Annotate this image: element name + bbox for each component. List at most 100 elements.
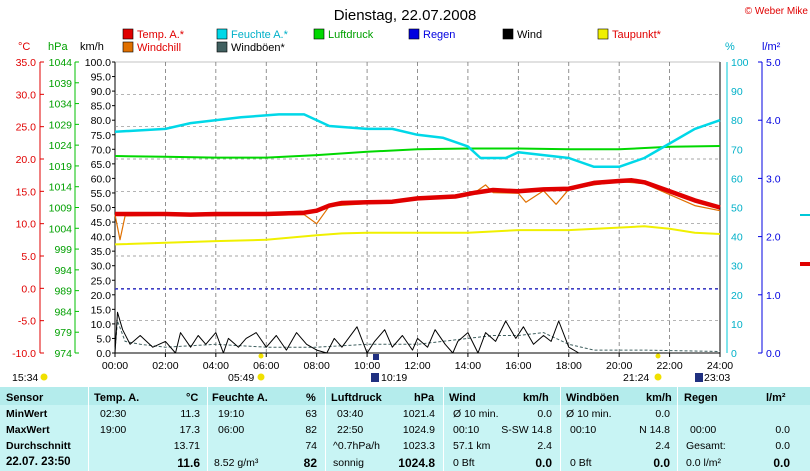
- pressure-tick-label: 1034: [49, 99, 73, 111]
- wind-tick-label: 70.0: [91, 144, 112, 156]
- time-tick-label: 24:00: [707, 360, 733, 372]
- wind-avg10-value: 0.0: [537, 408, 552, 420]
- temp-tick-label: 30.0: [16, 89, 37, 101]
- humidity-tick-label: 50: [731, 203, 743, 215]
- wind-tick-label: 85.0: [91, 101, 112, 113]
- temp-tick-label: 15.0: [16, 186, 37, 198]
- wind-current-value: 0.0: [535, 456, 552, 470]
- temp-max-value: 17.3: [179, 424, 200, 436]
- press-max-time: 22:50: [337, 424, 364, 436]
- series-line-luftdruck: [114, 145, 721, 159]
- sunset-axis-marker: [655, 353, 661, 359]
- wind-unit: km/h: [523, 392, 549, 404]
- hum-avg-value: 74: [305, 440, 317, 452]
- humidity-tick-label: 60: [731, 173, 743, 185]
- press-min-value: 1021.4: [402, 408, 435, 420]
- temp-max-time: 19:00: [100, 424, 127, 436]
- series-line-feuchtea: [114, 113, 721, 169]
- rain-unit-label: l/m²: [762, 41, 781, 53]
- pressure-tick-label: 1029: [49, 119, 73, 131]
- wind-tick-label: 25.0: [91, 275, 112, 287]
- wind-tick-label: 95.0: [91, 72, 112, 84]
- wind-max-value: S-SW 14.8: [501, 424, 552, 436]
- legend-swatch: [597, 28, 609, 40]
- rain-current-value: 0.0: [773, 456, 790, 470]
- wind-unit-label: km/h: [80, 41, 104, 53]
- row-label-max: MaxWert: [6, 424, 50, 436]
- temp-tick-label: 25.0: [16, 122, 37, 134]
- press-min-time: 03:40: [337, 408, 364, 420]
- time-tick-label: 00:00: [102, 360, 128, 372]
- wind-avg-value: 2.4: [537, 440, 552, 452]
- rain-total-value: 0.0: [775, 440, 790, 452]
- gust-max-time: 00:10: [570, 424, 597, 436]
- row-label-min: MinWert: [6, 408, 48, 420]
- legend-swatch: [216, 41, 228, 53]
- sunrise-time: 05:49: [228, 372, 254, 384]
- rain-day: 0.0 l/m²: [686, 457, 722, 469]
- sunrise-axis-marker: [258, 353, 264, 359]
- legend-swatch: [502, 28, 514, 40]
- moonrise-a-time: 10:19: [381, 372, 407, 384]
- pressure-tick-label: 984: [54, 306, 72, 318]
- rain-header: Regen: [684, 392, 718, 404]
- wind-tick-label: 75.0: [91, 130, 112, 142]
- wind-tick-label: 60.0: [91, 173, 112, 185]
- hum-current-value: 82: [303, 456, 317, 470]
- rain-time: 00:00: [690, 424, 717, 436]
- humidity-tick-label: 90: [731, 86, 743, 98]
- sunset-icon: [654, 373, 662, 381]
- legend-swatch: [216, 28, 228, 40]
- series-line-tempa: [115, 178, 721, 217]
- rain-hour-value: 0.0: [775, 424, 790, 436]
- press-avg-value: 1023.3: [402, 440, 435, 452]
- copyright: © Weber Mike: [745, 6, 809, 17]
- rain-tick-label: 2.0: [766, 232, 781, 244]
- wind-tick-label: 15.0: [91, 304, 112, 316]
- legend-label: Luftdruck: [328, 29, 374, 41]
- time-tick-label: 22:00: [656, 360, 682, 372]
- table-header-row: [0, 387, 810, 405]
- temp-min-value: 11.3: [180, 408, 200, 420]
- temp-tick-label: 0.0: [21, 283, 36, 295]
- pressure-tick-label: 974: [54, 348, 72, 360]
- wind-tick-label: 20.0: [91, 290, 112, 302]
- statistics-table: Sensor MinWert MaxWert Durchschnitt 22.0…: [0, 387, 810, 471]
- time-tick-label: 18:00: [556, 360, 582, 372]
- wind-max-time: 00:10: [453, 424, 480, 436]
- wind-header: Wind: [449, 392, 476, 404]
- temp-tick-label: -5.0: [18, 316, 36, 328]
- legend-swatch: [313, 28, 325, 40]
- time-tick-label: 14:00: [455, 360, 481, 372]
- pressure-tick-label: 1014: [49, 182, 73, 194]
- press-max-value: 1024.9: [402, 424, 435, 436]
- row-label-current: 22.07. 23:50: [6, 456, 71, 468]
- legend-label: Feuchte A.*: [231, 29, 289, 41]
- series-line-taupunkt: [114, 225, 721, 246]
- legend-label: Regen: [423, 29, 455, 41]
- legend-swatch: [408, 28, 420, 40]
- temp-current-value: 11.6: [177, 456, 200, 470]
- rain-tick-label: 3.0: [766, 173, 781, 185]
- time-tick-label: 04:00: [203, 360, 229, 372]
- humidity-tick-label: 70: [731, 144, 743, 156]
- hum-unit: %: [306, 392, 316, 404]
- wind-tick-label: 80.0: [91, 115, 112, 127]
- pressure-tick-label: 994: [54, 265, 72, 277]
- moonrise-a-icon: [371, 373, 379, 382]
- humidity-tick-label: 0: [731, 348, 737, 360]
- moonset-icon: [40, 373, 48, 381]
- pressure-tick-label: 1044: [49, 57, 73, 69]
- hum-absolute: 8.52 g/m³: [214, 457, 259, 469]
- pressure-unit-label: hPa: [48, 41, 68, 53]
- time-tick-label: 12:00: [404, 360, 430, 372]
- gust-unit: km/h: [646, 392, 672, 404]
- wind-tick-label: 65.0: [91, 159, 112, 171]
- series-line-windben: [114, 320, 721, 352]
- hum-min-value: 63: [305, 408, 317, 420]
- wind-avg10-label: Ø 10 min.: [453, 408, 499, 420]
- press-current-value: 1024.8: [398, 456, 435, 470]
- humidity-tick-label: 40: [731, 232, 743, 244]
- wind-tick-label: 50.0: [91, 203, 112, 215]
- legend-label: Windchill: [137, 42, 181, 54]
